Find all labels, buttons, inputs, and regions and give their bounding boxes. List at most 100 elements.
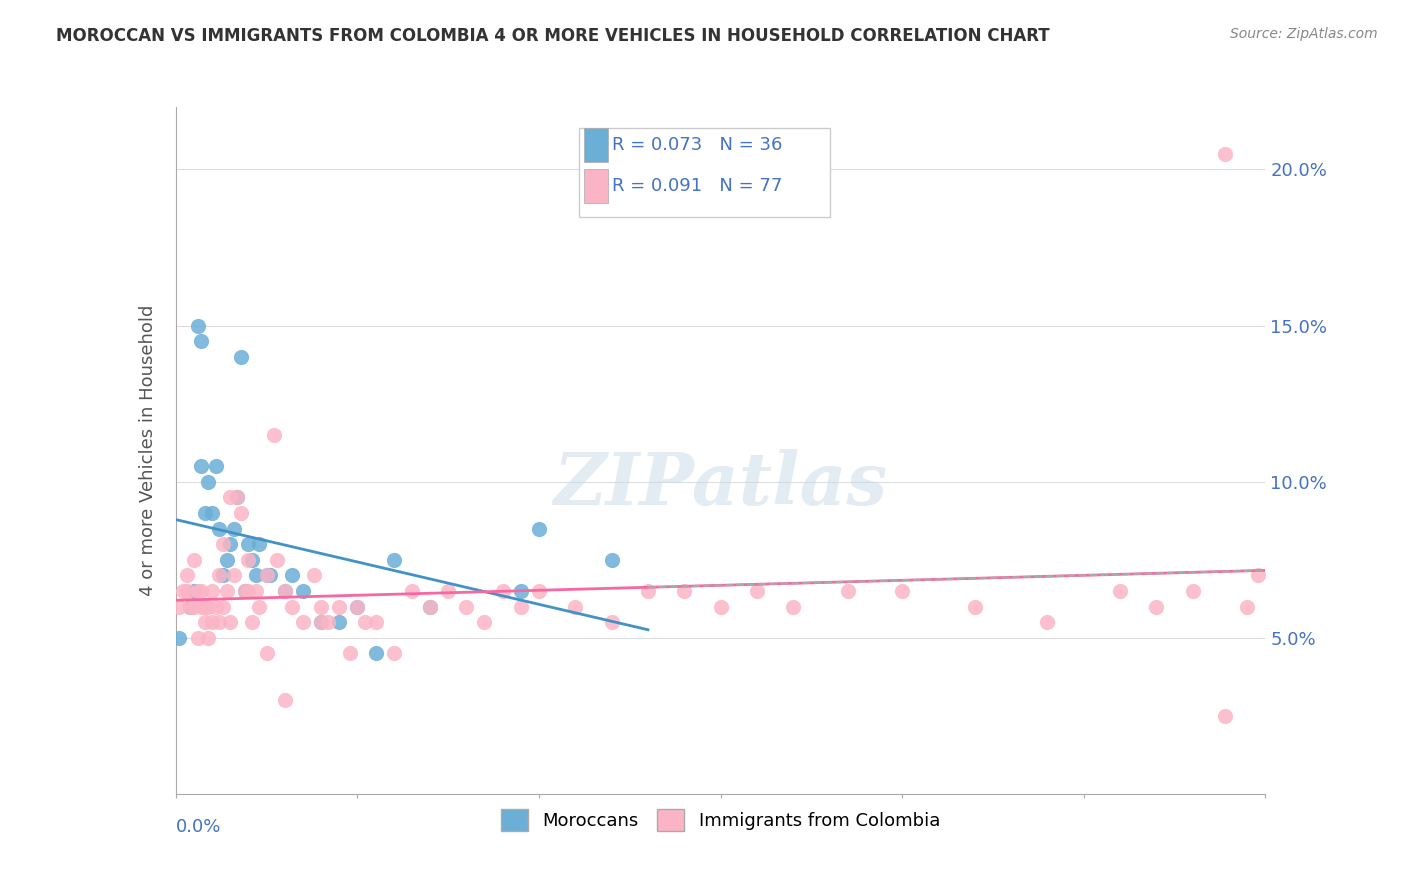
Point <box>353 615 375 630</box>
Point <box>238 537 260 551</box>
Point <box>309 615 332 630</box>
Point <box>176 568 198 582</box>
Point <box>215 552 238 567</box>
Point <box>208 568 231 582</box>
Point <box>201 583 224 598</box>
Point <box>745 583 768 598</box>
Point <box>183 599 205 614</box>
Point <box>401 583 423 598</box>
Point <box>183 583 205 598</box>
Point <box>782 599 804 614</box>
Legend: Moroccans, Immigrants from Colombia: Moroccans, Immigrants from Colombia <box>492 800 949 839</box>
Point <box>364 646 387 660</box>
Point <box>222 568 245 582</box>
Point <box>281 568 304 582</box>
Point <box>474 615 496 630</box>
Point <box>208 615 231 630</box>
Point <box>302 568 325 582</box>
Point <box>419 599 441 614</box>
Point <box>600 615 623 630</box>
Point <box>346 599 368 614</box>
Text: MOROCCAN VS IMMIGRANTS FROM COLOMBIA 4 OR MORE VEHICLES IN HOUSEHOLD CORRELATION: MOROCCAN VS IMMIGRANTS FROM COLOMBIA 4 O… <box>56 27 1050 45</box>
Point <box>247 599 270 614</box>
Point <box>382 552 405 567</box>
Point <box>201 615 224 630</box>
Point <box>226 490 249 504</box>
Point <box>194 506 217 520</box>
Point <box>382 646 405 660</box>
Point <box>172 583 194 598</box>
Point <box>212 537 235 551</box>
Point <box>204 458 226 473</box>
Point <box>318 615 340 630</box>
Point <box>328 599 350 614</box>
Point <box>186 318 209 333</box>
Point <box>179 599 201 614</box>
Point <box>263 427 285 442</box>
Text: ZIPatlas: ZIPatlas <box>554 450 887 520</box>
Point <box>1215 146 1237 161</box>
Point <box>1181 583 1204 598</box>
Point <box>238 552 260 567</box>
Point <box>256 568 278 582</box>
Point <box>186 583 209 598</box>
Point <box>963 599 986 614</box>
Point <box>231 350 253 364</box>
Point <box>194 599 217 614</box>
Point <box>204 599 226 614</box>
Point <box>186 631 209 645</box>
Point <box>247 537 270 551</box>
Text: R = 0.091   N = 77: R = 0.091 N = 77 <box>612 177 782 195</box>
Point <box>197 631 219 645</box>
Point <box>1236 599 1258 614</box>
Point <box>1215 708 1237 723</box>
Point <box>564 599 586 614</box>
Point <box>190 458 212 473</box>
Point <box>492 583 515 598</box>
Point <box>891 583 914 598</box>
Point <box>600 552 623 567</box>
Point <box>197 599 219 614</box>
Point <box>256 646 278 660</box>
Text: 0.0%: 0.0% <box>176 818 221 836</box>
Point <box>176 583 198 598</box>
Point <box>1146 599 1168 614</box>
Point <box>346 599 368 614</box>
Point <box>339 646 361 660</box>
Point <box>190 599 212 614</box>
Point <box>219 537 242 551</box>
Point <box>245 568 267 582</box>
Point <box>197 475 219 489</box>
Point <box>238 583 260 598</box>
Point <box>208 521 231 535</box>
Y-axis label: 4 or more Vehicles in Household: 4 or more Vehicles in Household <box>139 305 157 596</box>
Point <box>274 583 297 598</box>
Point <box>309 599 332 614</box>
Point <box>281 599 304 614</box>
Point <box>190 334 212 348</box>
FancyBboxPatch shape <box>585 169 609 203</box>
Point <box>437 583 460 598</box>
Point <box>527 521 550 535</box>
Point <box>637 583 659 598</box>
Point <box>245 583 267 598</box>
Point <box>219 490 242 504</box>
Point <box>231 506 253 520</box>
Point <box>194 615 217 630</box>
Point <box>673 583 696 598</box>
Point <box>256 568 278 582</box>
Point <box>212 599 235 614</box>
Point <box>240 615 263 630</box>
Point <box>212 568 235 582</box>
FancyBboxPatch shape <box>585 128 609 162</box>
Point <box>240 552 263 567</box>
Point <box>456 599 478 614</box>
Point <box>291 583 314 598</box>
Point <box>226 490 249 504</box>
Point <box>201 506 224 520</box>
FancyBboxPatch shape <box>579 128 830 217</box>
Point <box>222 521 245 535</box>
Point <box>1109 583 1132 598</box>
Text: R = 0.073   N = 36: R = 0.073 N = 36 <box>612 136 782 153</box>
Point <box>837 583 859 598</box>
